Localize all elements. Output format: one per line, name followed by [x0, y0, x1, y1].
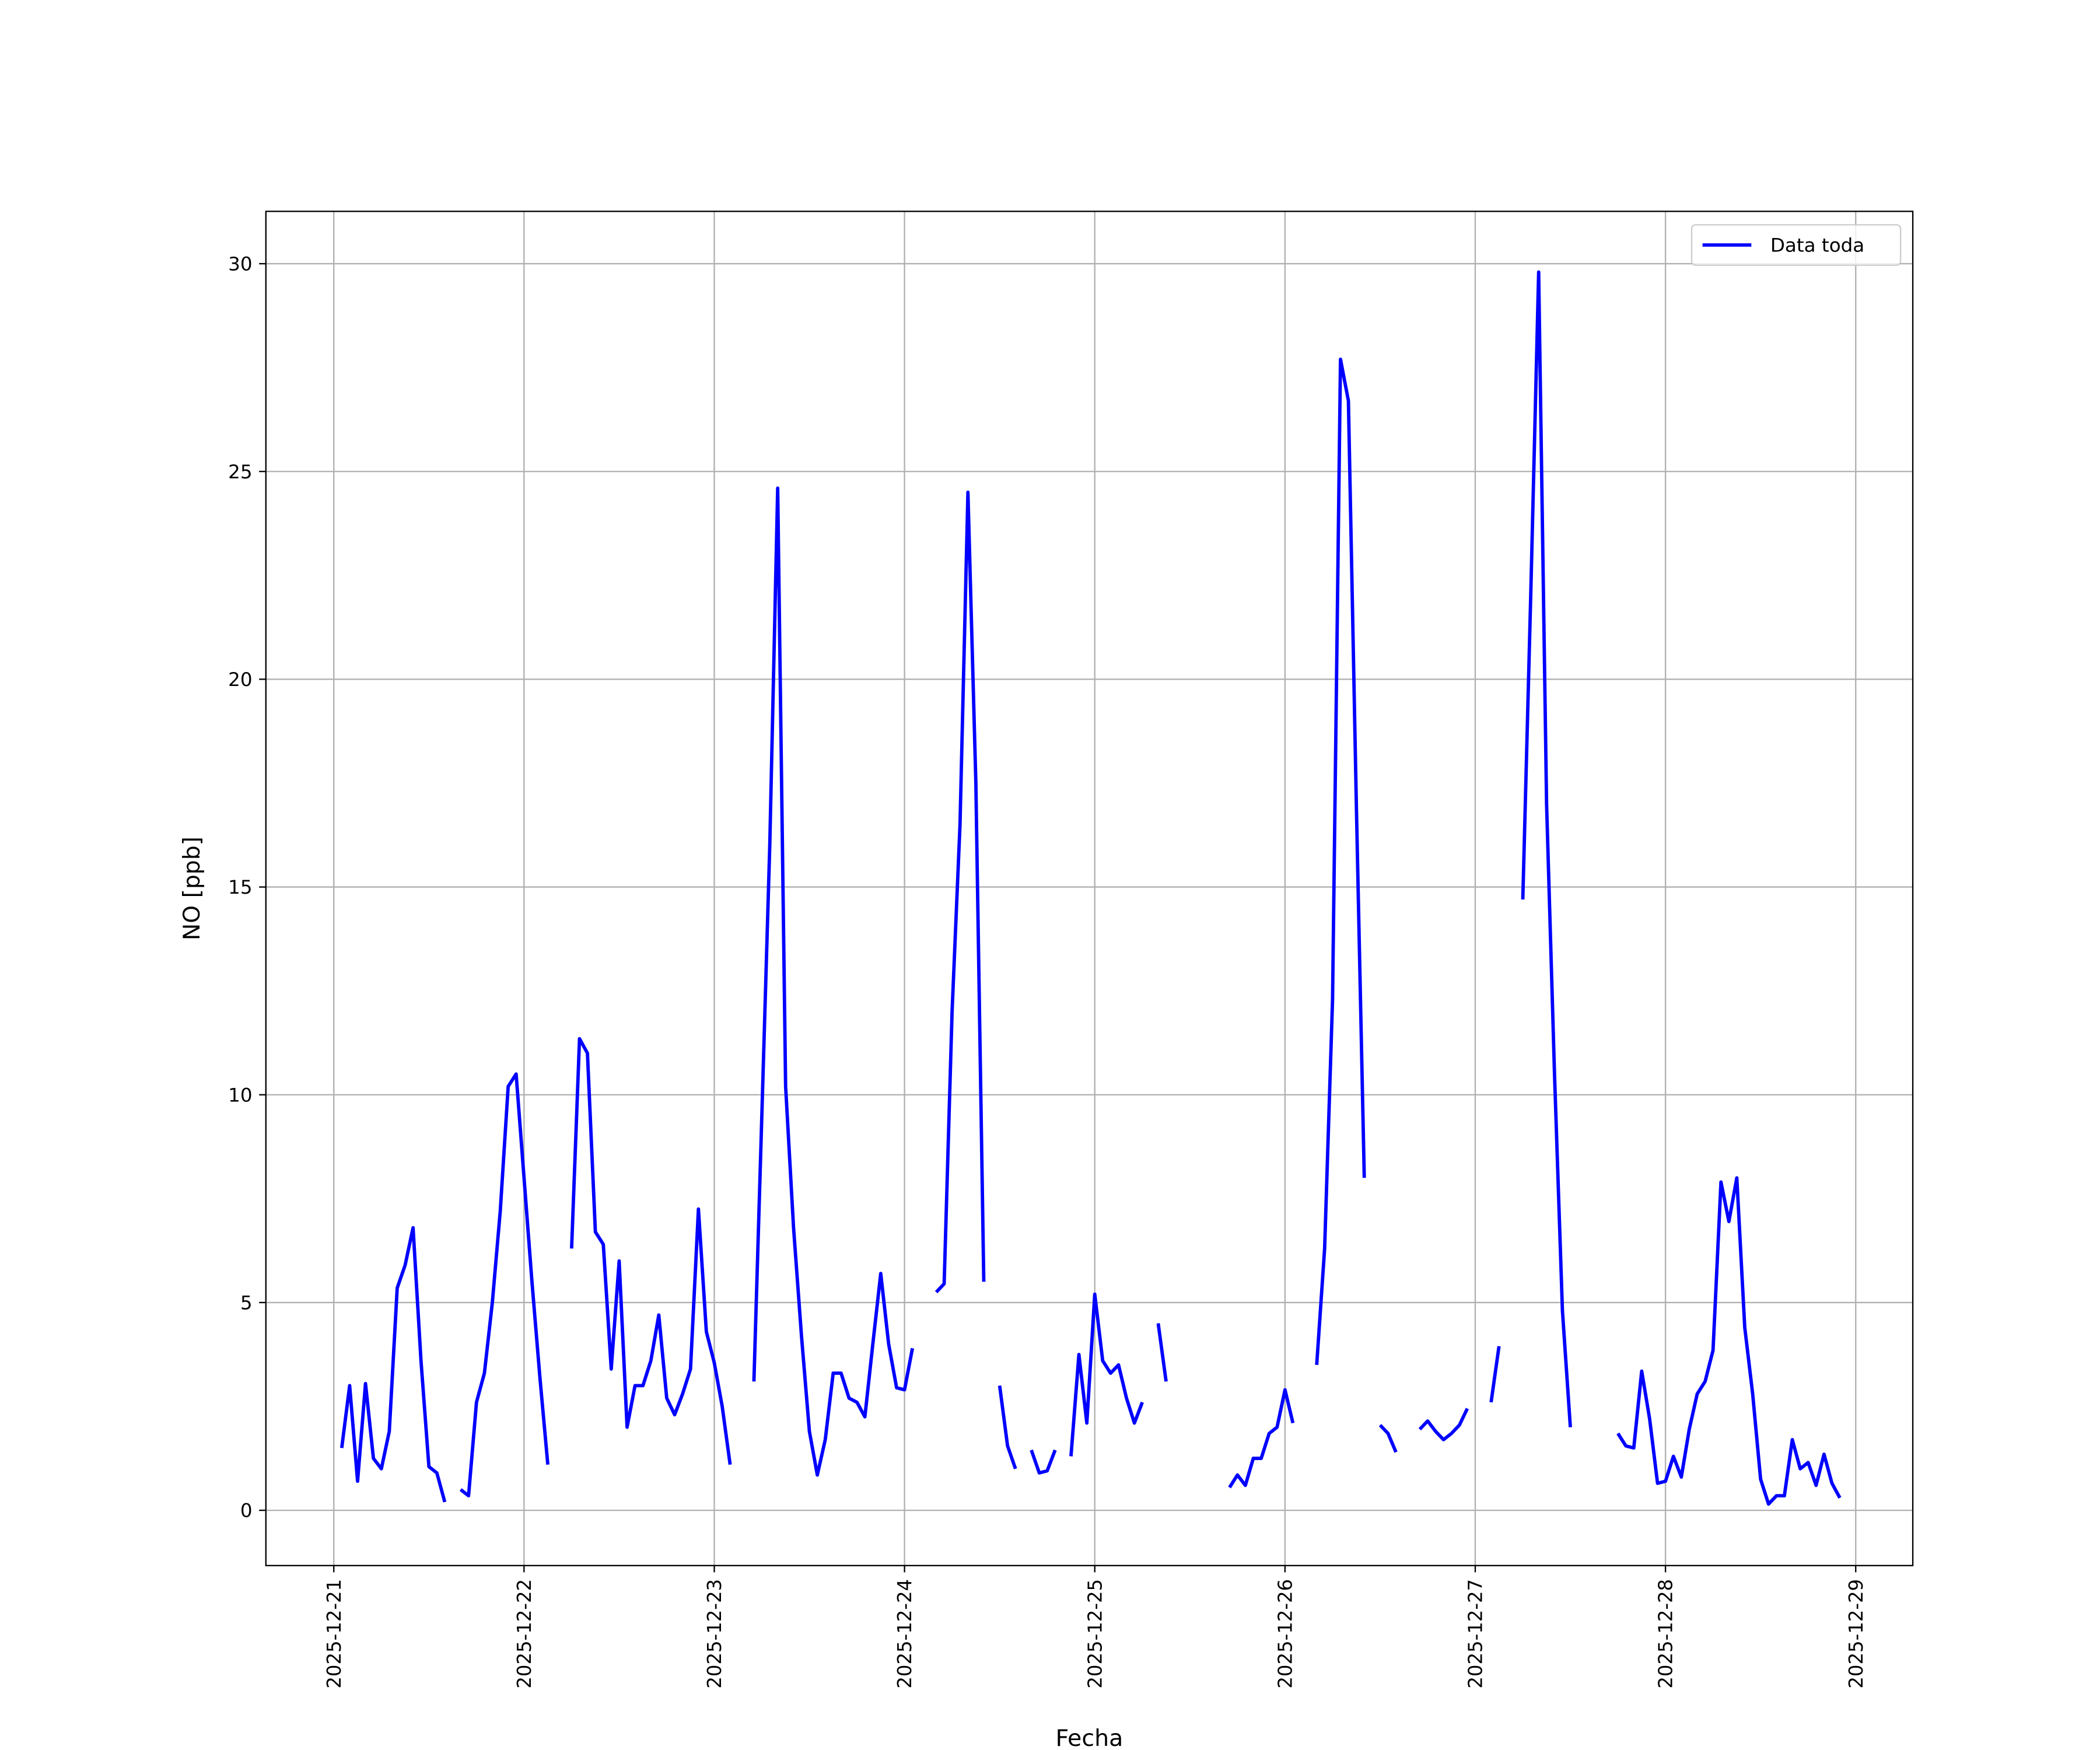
- x-tick-label: 2025-12-24: [894, 1579, 916, 1689]
- x-tick-label: 2025-12-28: [1655, 1579, 1677, 1689]
- y-tick-label: 10: [228, 1084, 252, 1106]
- y-tick-label: 20: [228, 668, 252, 691]
- y-tick-label: 5: [240, 1292, 253, 1314]
- y-axis-label: NO [ppb]: [178, 836, 205, 940]
- plot-area: [340, 270, 1842, 1506]
- legend: Data toda: [1690, 224, 1902, 266]
- data-line: [340, 270, 1842, 1506]
- x-tick-label: 2025-12-21: [323, 1579, 345, 1689]
- y-tick-label: 15: [228, 876, 252, 898]
- x-tick-label: 2025-12-23: [704, 1579, 726, 1689]
- x-tick-label: 2025-12-29: [1845, 1579, 1867, 1689]
- legend-box: [1690, 224, 1902, 266]
- axes-frame: [265, 211, 1914, 1566]
- x-tick-label: 2025-12-22: [513, 1579, 536, 1689]
- x-axis-label: Fecha: [1055, 1725, 1123, 1750]
- x-tick-label: 2025-12-25: [1084, 1579, 1106, 1689]
- y-tick-label: 25: [228, 461, 252, 483]
- y-tick-label: 30: [228, 253, 252, 275]
- grid: [265, 211, 1913, 1566]
- x-tick-label: 2025-12-26: [1274, 1579, 1296, 1689]
- x-tick-label: 2025-12-27: [1464, 1579, 1486, 1689]
- legend-label: Data toda: [1770, 235, 1864, 257]
- y-tick-label: 0: [240, 1500, 253, 1522]
